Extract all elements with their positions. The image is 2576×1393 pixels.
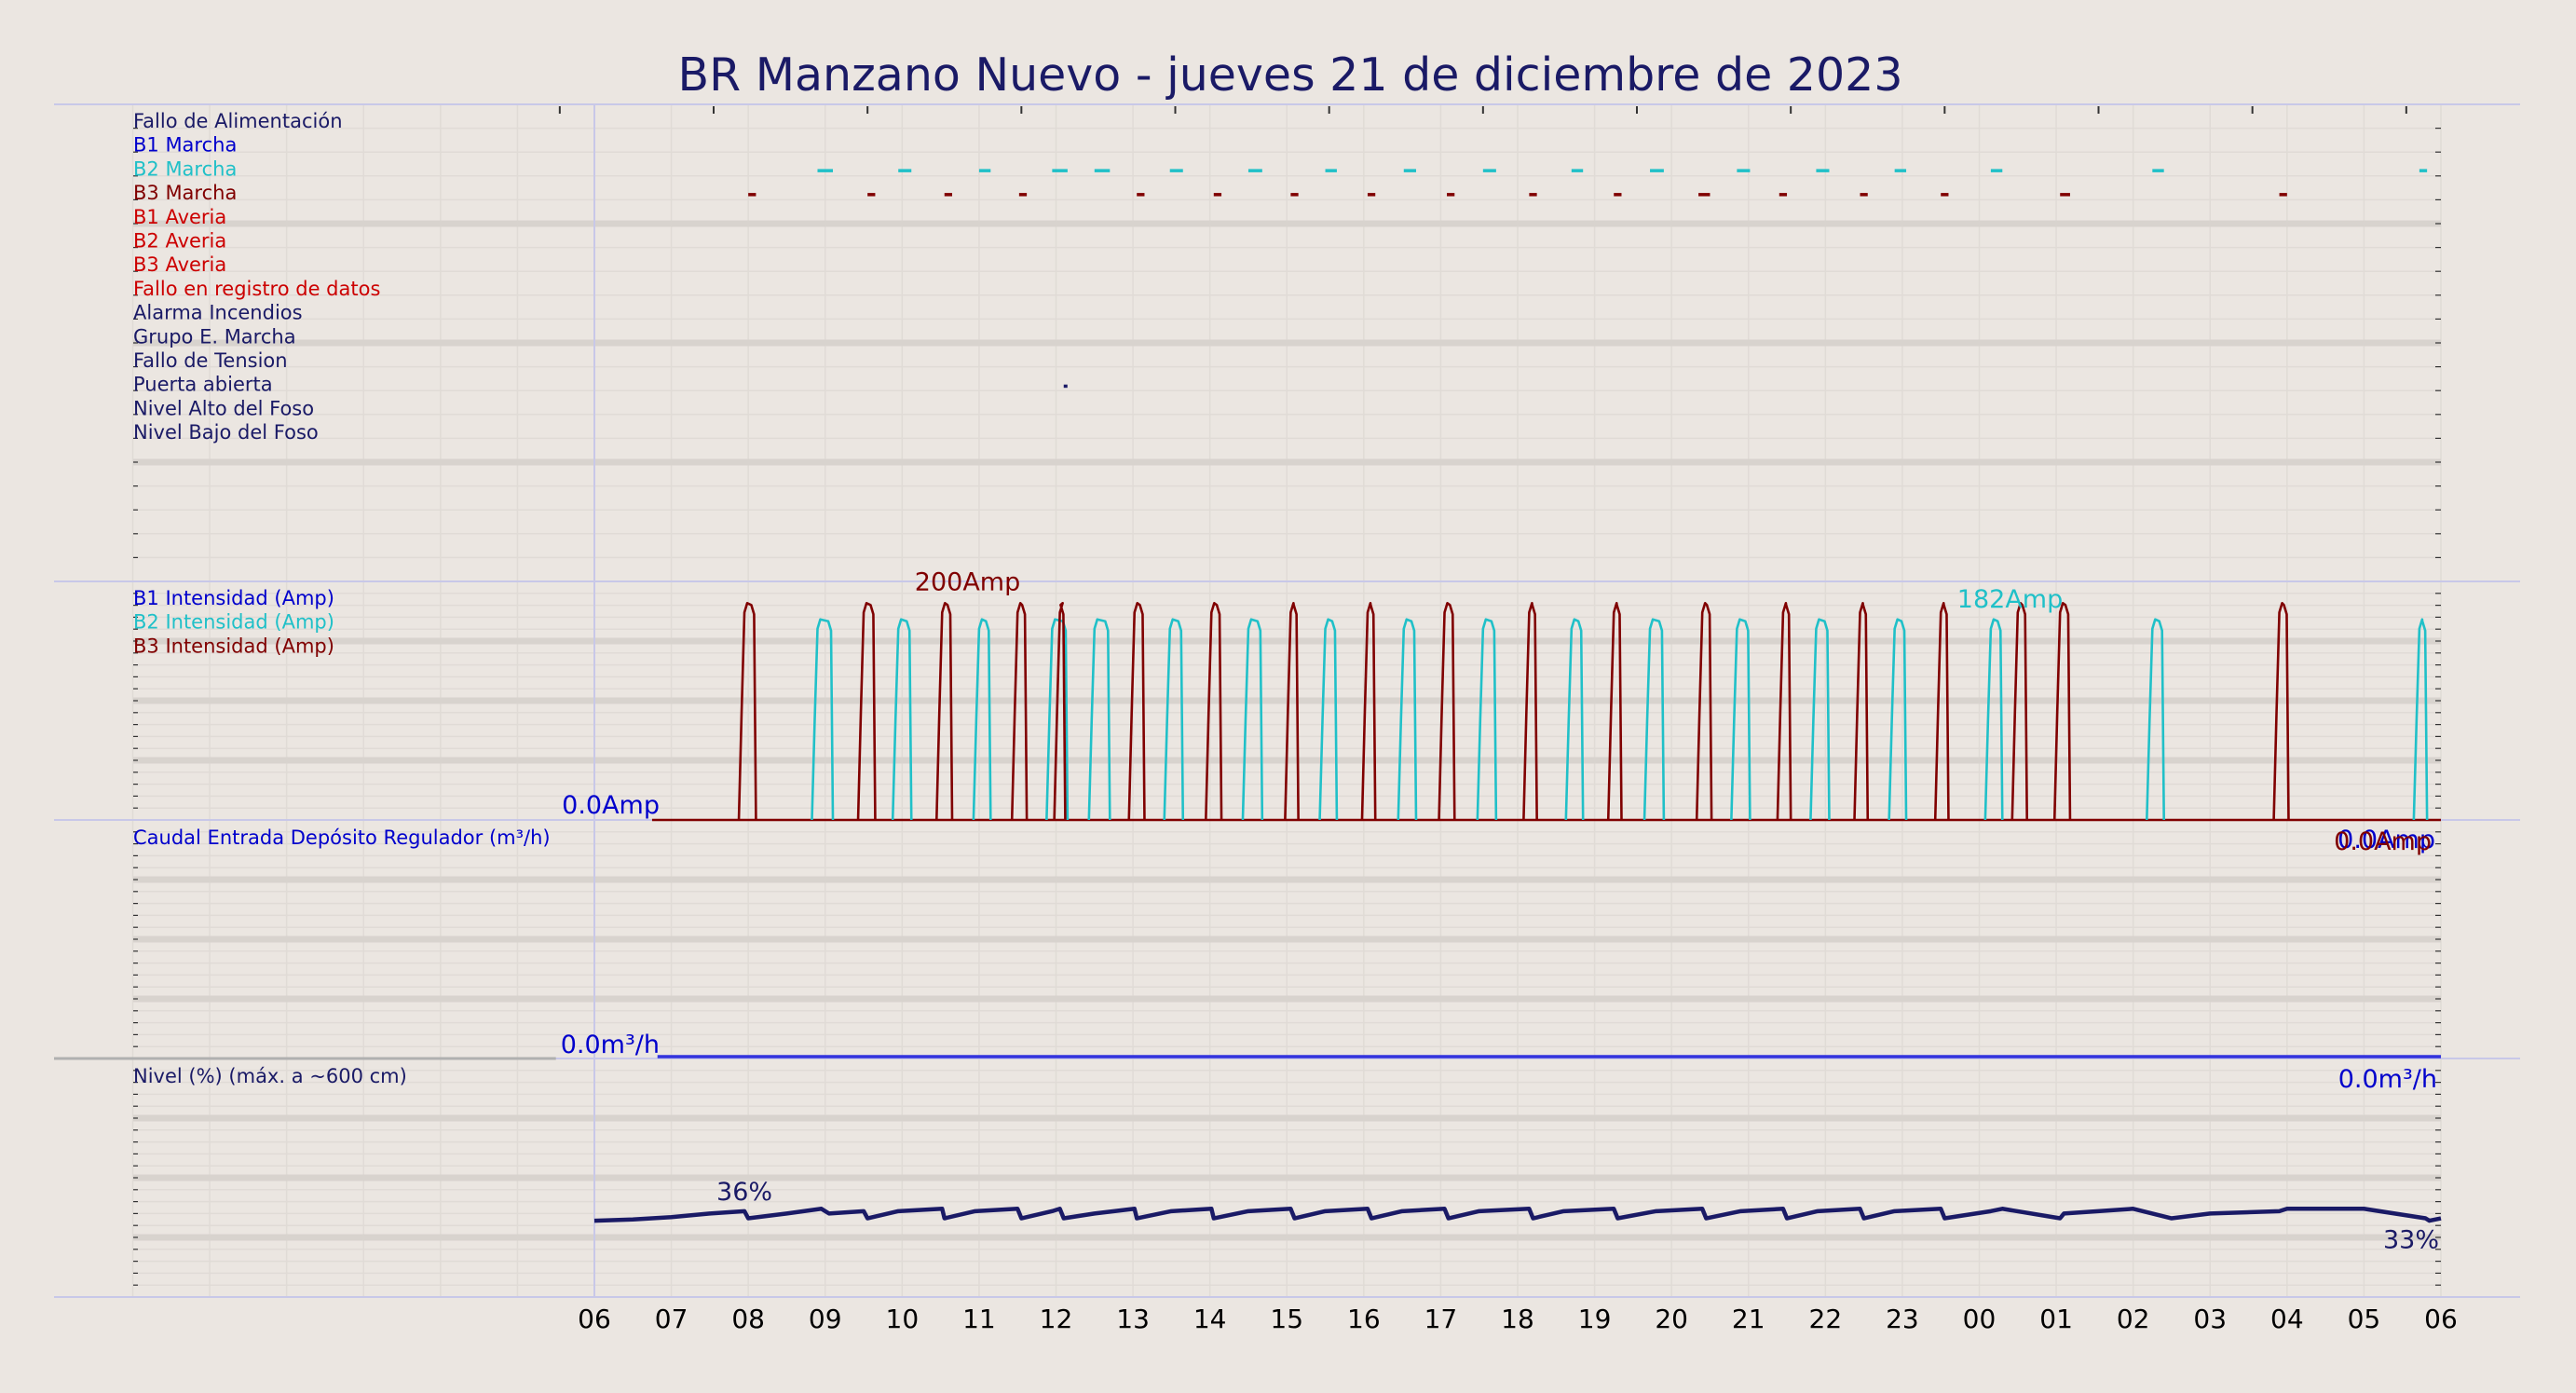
x-tick-label: 01 xyxy=(2039,1304,2073,1334)
x-tick-label: 11 xyxy=(962,1304,996,1334)
alarm-event-mark xyxy=(2419,169,2428,172)
alarm-event-mark xyxy=(1403,169,1416,172)
x-tick-label: 10 xyxy=(886,1304,920,1334)
alarm-event-mark xyxy=(1367,193,1376,197)
intensity-annotation: 182Amp xyxy=(1957,585,2063,614)
x-tick-label: 04 xyxy=(2270,1304,2304,1334)
x-tick-label: 14 xyxy=(1193,1304,1227,1334)
intensity-series-line xyxy=(737,601,2290,821)
chart-title: BR Manzano Nuevo - jueves 21 de diciembr… xyxy=(677,48,1902,102)
intensity-label: B2 Intensidad (Amp) xyxy=(133,611,334,634)
x-tick-label: 09 xyxy=(809,1304,842,1334)
flow-end-label: 0.0m³/h xyxy=(2338,1065,2437,1094)
x-tick-label: 13 xyxy=(1116,1304,1150,1334)
alarm-event-mark xyxy=(944,193,953,197)
x-tick-label: 21 xyxy=(1732,1304,1765,1334)
alarm-event-mark xyxy=(1650,169,1664,172)
level-annotation: 33% xyxy=(2383,1226,2439,1255)
alarm-event-mark xyxy=(1063,384,1068,389)
alarm-label: B1 Averia xyxy=(133,206,226,228)
alarm-label: B2 Marcha xyxy=(133,157,237,180)
alarm-event-mark xyxy=(1447,193,1455,197)
x-tick-label: 15 xyxy=(1270,1304,1303,1334)
alarm-event-mark xyxy=(867,193,876,197)
alarm-event-mark xyxy=(2152,169,2164,172)
alarm-event-mark xyxy=(1325,169,1337,172)
alarm-label: Grupo E. Marcha xyxy=(133,325,296,348)
level-series-line xyxy=(593,1207,2442,1223)
x-tick-label: 05 xyxy=(2348,1304,2381,1334)
x-tick-label: 03 xyxy=(2193,1304,2227,1334)
intensity-label: B3 Intensidad (Amp) xyxy=(133,635,334,657)
intensity-end-label: 0.0Amp xyxy=(2337,826,2435,854)
alarm-event-mark xyxy=(1990,169,2003,172)
x-tick-label: 02 xyxy=(2117,1304,2150,1334)
flow-label: Caudal Entrada Depósito Regulador (m³/h) xyxy=(133,826,551,849)
x-tick-label: 06 xyxy=(2424,1304,2458,1334)
level-annotation: 36% xyxy=(716,1178,772,1207)
alarm-event-mark xyxy=(817,169,834,172)
flow-start-label: 0.0m³/h xyxy=(561,1031,660,1059)
alarm-label: B1 Marcha xyxy=(133,134,237,157)
alarm-label: B3 Averia xyxy=(133,253,226,276)
alarm-label: Nivel Alto del Foso xyxy=(133,397,314,419)
alarm-event-mark xyxy=(748,193,756,197)
x-tick-label: 19 xyxy=(1578,1304,1612,1334)
alarm-event-mark xyxy=(2279,193,2287,197)
intensity-end-label: 0.0Amp xyxy=(2334,827,2432,856)
alarm-event-mark xyxy=(1816,169,1830,172)
alarm-event-mark xyxy=(1860,193,1868,197)
x-tick-label: 23 xyxy=(1886,1304,1919,1334)
x-tick-label: 20 xyxy=(1655,1304,1688,1334)
alarm-event-mark xyxy=(1894,169,1907,172)
intensity-series-line xyxy=(811,618,2429,821)
alarm-event-mark xyxy=(1094,169,1111,172)
alarm-event-mark xyxy=(978,169,991,172)
alarm-event-mark xyxy=(1698,193,1711,197)
alarm-event-mark xyxy=(1941,193,1949,197)
intensity-label: B1 Intensidad (Amp) xyxy=(133,587,334,609)
alarm-event-mark xyxy=(1290,193,1299,197)
alarm-label: Fallo de Tension xyxy=(133,349,288,372)
x-tick-label: 06 xyxy=(578,1304,611,1334)
alarm-event-mark xyxy=(1137,193,1145,197)
alarm-event-mark xyxy=(2060,193,2070,197)
alarm-label: B3 Marcha xyxy=(133,182,237,204)
alarm-event-mark xyxy=(1169,169,1183,172)
alarm-label: Fallo en registro de datos xyxy=(133,278,380,300)
level-label: Nivel (%) (máx. a ~600 cm) xyxy=(133,1065,407,1087)
alarm-label: B2 Averia xyxy=(133,230,226,253)
x-tick-label: 12 xyxy=(1040,1304,1073,1334)
alarm-event-mark xyxy=(1571,169,1584,172)
x-tick-label: 18 xyxy=(1501,1304,1534,1334)
alarm-event-mark xyxy=(1213,193,1222,197)
alarm-event-mark xyxy=(1052,169,1068,172)
alarm-label: Alarma Incendios xyxy=(133,302,303,324)
alarm-event-mark xyxy=(898,169,912,172)
x-tick-label: 22 xyxy=(1809,1304,1843,1334)
alarm-event-mark xyxy=(1737,169,1751,172)
alarm-label: Fallo de Alimentación xyxy=(133,110,343,132)
x-tick-label: 08 xyxy=(731,1304,765,1334)
alarm-event-mark xyxy=(1529,193,1537,197)
alarm-label: Nivel Bajo del Foso xyxy=(133,421,319,444)
x-tick-label: 00 xyxy=(1963,1304,1997,1334)
intensity-annotation: 200Amp xyxy=(915,567,1020,596)
alarm-event-mark xyxy=(1018,193,1028,197)
x-tick-label: 16 xyxy=(1347,1304,1381,1334)
alarm-label: Puerta abierta xyxy=(133,374,273,396)
x-tick-label: 17 xyxy=(1424,1304,1458,1334)
x-tick-label: 07 xyxy=(655,1304,688,1334)
alarm-event-mark xyxy=(1614,193,1622,197)
intensity-start-label: 0.0Amp xyxy=(562,791,660,820)
alarm-event-mark xyxy=(1482,169,1496,172)
alarm-event-mark xyxy=(1779,193,1788,197)
alarm-event-mark xyxy=(1247,169,1262,172)
